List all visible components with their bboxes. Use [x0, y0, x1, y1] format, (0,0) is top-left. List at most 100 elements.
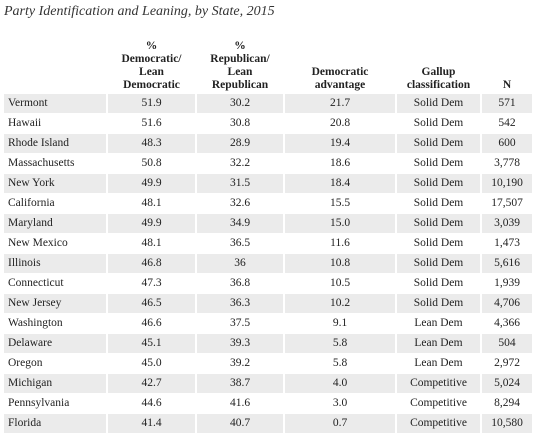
data-cell: 10.5	[329, 277, 351, 289]
data-cell: 39.3	[197, 334, 283, 353]
header-line: Republican/	[210, 53, 270, 65]
column-header: Democratic advantage	[285, 66, 395, 92]
data-cell: 15.5	[329, 197, 351, 209]
data-cell: 2,972	[494, 357, 520, 369]
data-cell: 48.3	[108, 134, 195, 153]
header-line: Democratic	[311, 66, 369, 78]
state-cell: California	[8, 197, 55, 209]
data-cell: Lean Dem	[397, 334, 480, 353]
column-header: Gallup classification	[397, 66, 480, 92]
data-cell: Solid Dem	[413, 117, 464, 129]
header-line: advantage	[314, 79, 366, 91]
title: Party Identification and Leaning, by Sta…	[4, 4, 275, 19]
state-cell: Michigan	[4, 374, 106, 393]
data-cell: 38.7	[197, 374, 283, 393]
data-cell: 20.8	[329, 117, 351, 129]
data-cell: 36	[197, 254, 283, 273]
header-line: %	[234, 40, 246, 52]
data-cell: 504	[482, 334, 532, 353]
data-cell: 1,473	[494, 237, 520, 249]
data-cell: 31.5	[197, 174, 283, 193]
data-cell: 32.2	[229, 157, 251, 169]
header-line: %	[145, 40, 158, 52]
data-cell: Lean Dem	[414, 357, 463, 369]
data-cell: 8,294	[494, 397, 520, 409]
state-cell: Illinois	[4, 254, 106, 273]
data-cell: 10,580	[482, 414, 532, 433]
header-line: Lean	[139, 66, 164, 78]
data-cell: 10,190	[482, 174, 532, 193]
data-cell: Solid Dem	[397, 254, 480, 273]
data-cell: 15.0	[285, 214, 395, 233]
data-cell: Solid Dem	[397, 94, 480, 113]
column-header: N	[482, 79, 532, 92]
data-cell: 28.9	[197, 134, 283, 153]
data-cell: Solid Dem	[397, 214, 480, 233]
state-cell: New Mexico	[8, 237, 68, 249]
data-cell: 41.4	[108, 414, 195, 433]
data-cell: 46.5	[108, 294, 195, 313]
data-cell: 3.0	[332, 397, 348, 409]
data-cell: Solid Dem	[397, 174, 480, 193]
data-cell: 9.1	[332, 317, 348, 329]
data-cell: 571	[482, 94, 532, 113]
data-cell: 51.9	[108, 94, 195, 113]
state-cell: Connecticut	[8, 277, 64, 289]
state-cell: Maryland	[4, 214, 106, 233]
data-cell: 19.4	[285, 134, 395, 153]
data-cell: 48.1	[141, 197, 162, 209]
header-line: Republican	[211, 79, 269, 91]
data-cell: 10.2	[285, 294, 395, 313]
state-cell: Hawaii	[8, 117, 42, 129]
data-cell: Solid Dem	[397, 294, 480, 313]
data-cell: 39.2	[229, 357, 251, 369]
data-cell: 3,039	[482, 214, 532, 233]
data-cell: 36.3	[197, 294, 283, 313]
data-cell: 49.9	[108, 174, 195, 193]
data-cell: 37.5	[229, 317, 251, 329]
data-cell: 5.8	[285, 334, 395, 353]
data-cell: Lean Dem	[414, 317, 463, 329]
header-line: classification	[406, 79, 471, 91]
data-cell: 18.6	[329, 157, 351, 169]
data-cell: 45.0	[141, 357, 162, 369]
data-cell: Solid Dem	[413, 197, 464, 209]
data-cell: Solid Dem	[413, 277, 464, 289]
data-cell: 41.6	[229, 397, 251, 409]
header-line: Lean	[227, 66, 253, 78]
column-header: % Republican/Lean Republican	[197, 40, 283, 92]
state-cell: New York	[4, 174, 106, 193]
data-cell: 51.6	[141, 117, 162, 129]
data-cell: 45.1	[108, 334, 195, 353]
data-cell: Solid Dem	[413, 157, 464, 169]
state-cell: Delaware	[4, 334, 106, 353]
data-cell: 30.2	[197, 94, 283, 113]
state-cell: Pennsylvania	[8, 397, 70, 409]
state-cell: New Jersey	[4, 294, 106, 313]
data-cell: Competitive	[410, 397, 467, 409]
data-cell: 3,778	[494, 157, 520, 169]
data-cell: 542	[498, 117, 516, 129]
header-line: Democratic	[123, 79, 180, 91]
header-line: N	[502, 79, 512, 91]
data-cell: 0.7	[285, 414, 395, 433]
data-cell: 5,616	[482, 254, 532, 273]
data-cell: Solid Dem	[397, 134, 480, 153]
data-cell: 11.6	[330, 237, 350, 249]
data-cell: 36.5	[229, 237, 251, 249]
state-cell: Vermont	[4, 94, 106, 113]
data-cell: 40.7	[197, 414, 283, 433]
data-cell: Competitive	[397, 374, 480, 393]
data-cell: 46.6	[141, 317, 162, 329]
state-cell: Rhode Island	[4, 134, 106, 153]
state-cell: Washington	[8, 317, 63, 329]
state-cell: Oregon	[8, 357, 43, 369]
data-cell: 18.4	[285, 174, 395, 193]
data-cell: 5,024	[482, 374, 532, 393]
data-cell: 4.0	[285, 374, 395, 393]
data-cell: 46.8	[108, 254, 195, 273]
data-cell: 5.8	[332, 357, 348, 369]
data-cell: 4,706	[482, 294, 532, 313]
data-cell: 48.1	[141, 237, 162, 249]
